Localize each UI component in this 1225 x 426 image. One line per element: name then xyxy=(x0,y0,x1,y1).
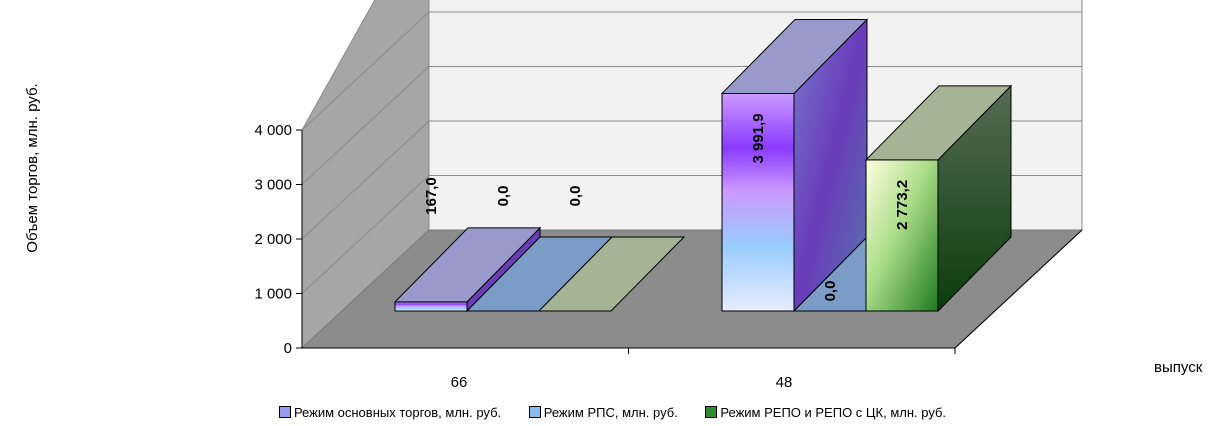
bar xyxy=(537,236,686,312)
bar-top xyxy=(720,18,869,94)
x-tick-label: 48 xyxy=(776,374,793,391)
y-tick-label: 1 000 xyxy=(254,286,292,303)
bar-top xyxy=(537,236,686,312)
x-axis-title: выпуск xyxy=(1154,359,1203,376)
legend-item-main: Режим основных торгов, млн. руб. xyxy=(278,405,502,420)
data-label: 3 991,9 xyxy=(750,113,767,163)
legend-swatch-main xyxy=(278,406,291,418)
y-tick-label: 0 xyxy=(284,340,292,357)
y-tick-label: 3 000 xyxy=(254,177,292,194)
y-axis-title: Объем торгов, млн. руб. xyxy=(24,83,41,252)
data-label: 0,0 xyxy=(822,281,839,302)
legend-label-rps: Режим РПС, млн. руб. xyxy=(543,405,678,420)
floor-edge xyxy=(954,229,1083,349)
y-tick-label: 2 000 xyxy=(254,231,292,248)
legend: Режим основных торгов, млн. руб. Режим Р… xyxy=(0,405,1225,420)
y-tick-label: 4 000 xyxy=(254,122,292,139)
data-label: 2 773,2 xyxy=(894,180,911,230)
data-label: 167,0 xyxy=(423,177,440,215)
gridline xyxy=(301,120,430,240)
gridline xyxy=(301,66,430,185)
legend-label-repo: Режим РЕПО и РЕПО с ЦК, млн. руб. xyxy=(720,405,947,420)
data-label: 0,0 xyxy=(567,186,584,207)
bar xyxy=(720,18,869,313)
legend-item-rps: Режим РПС, млн. руб. xyxy=(528,405,678,420)
legend-item-repo: Режим РЕПО и РЕПО с ЦК, млн. руб. xyxy=(705,405,946,420)
bar-top xyxy=(393,227,542,303)
bar-front xyxy=(721,92,795,312)
gridline xyxy=(301,175,430,294)
bar-top xyxy=(864,85,1013,161)
gridline xyxy=(301,11,430,131)
legend-swatch-repo xyxy=(705,406,718,418)
x-tick-label: 66 xyxy=(451,374,468,391)
bar xyxy=(864,84,1013,313)
legend-swatch-rps xyxy=(528,406,541,418)
legend-label-main: Режим основных торгов, млн. руб. xyxy=(293,405,502,420)
bar-front xyxy=(394,301,468,312)
bar-front xyxy=(865,159,939,312)
data-label: 0,0 xyxy=(495,186,512,207)
